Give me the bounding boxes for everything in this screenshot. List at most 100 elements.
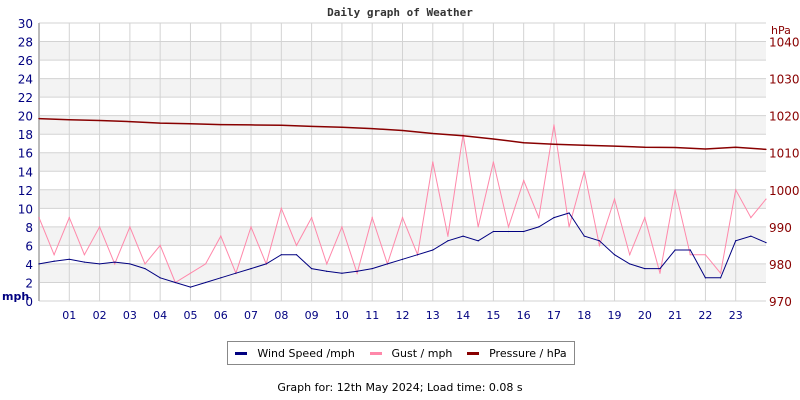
data-point-wind <box>159 277 161 279</box>
data-point-gust <box>462 133 464 135</box>
data-point-wind <box>432 249 434 251</box>
x-tick-label: 14 <box>456 309 470 322</box>
legend-swatch-gust <box>369 351 382 355</box>
data-point-gust <box>674 189 676 191</box>
data-point-gust <box>447 235 449 237</box>
legend-swatch-pressure <box>467 351 480 355</box>
x-tick-label: 04 <box>153 309 167 322</box>
data-point-gust <box>735 189 737 191</box>
data-point-wind <box>341 272 343 274</box>
chart-title: Daily graph of Weather <box>327 6 473 19</box>
data-point-gust <box>629 254 631 256</box>
data-point-wind <box>523 230 525 233</box>
x-tick-label: 13 <box>426 309 440 322</box>
data-point-wind <box>538 226 540 228</box>
x-tick-label: 03 <box>123 309 137 322</box>
y-left-tick-label: 16 <box>18 147 33 161</box>
x-tick-label: 22 <box>698 309 712 322</box>
data-point-wind <box>613 254 616 256</box>
data-point-gust <box>765 198 767 200</box>
x-tick-label: 01 <box>62 309 76 322</box>
data-point-wind <box>174 281 176 284</box>
data-point-gust <box>129 226 131 228</box>
data-point-pressure <box>674 146 676 149</box>
data-point-gust <box>432 161 434 163</box>
x-tick-label: 11 <box>365 309 379 322</box>
data-point-wind <box>235 272 237 274</box>
data-point-gust <box>53 254 55 256</box>
legend-label-gust: Gust / mph <box>391 346 453 360</box>
y-left-tick-label: 28 <box>18 36 33 50</box>
data-point-pressure <box>765 148 767 150</box>
y-left-tick-label: 26 <box>18 54 33 68</box>
footer-status: Graph for: 12th May 2024; Load time: 0.0… <box>277 381 523 394</box>
data-point-wind <box>311 267 313 270</box>
x-tick-label: 19 <box>608 309 622 322</box>
data-point-pressure <box>341 126 343 128</box>
data-point-pressure <box>432 132 434 135</box>
y-left-tick-label: 22 <box>18 91 33 105</box>
x-tick-label: 10 <box>335 309 349 322</box>
y-left-tick-label: 4 <box>25 258 33 272</box>
data-point-wind <box>280 254 282 256</box>
data-point-wind <box>492 230 494 233</box>
data-point-wind <box>765 242 767 244</box>
data-point-wind <box>598 240 600 242</box>
data-point-pressure <box>492 138 494 140</box>
data-point-gust <box>356 272 358 274</box>
data-point-gust <box>568 226 570 228</box>
data-point-wind <box>447 240 449 242</box>
data-point-wind <box>371 267 373 270</box>
data-point-wind <box>401 258 404 260</box>
data-point-wind <box>144 267 146 270</box>
data-point-gust <box>280 207 282 209</box>
x-tick-label: 20 <box>638 309 652 322</box>
data-point-pressure <box>98 119 101 122</box>
data-point-wind <box>265 263 267 265</box>
x-tick-label: 15 <box>486 309 500 322</box>
data-point-gust <box>114 263 116 265</box>
data-point-wind <box>719 277 722 279</box>
x-tick-label: 17 <box>547 309 561 322</box>
data-point-gust <box>523 179 525 182</box>
data-point-gust <box>159 244 161 246</box>
x-tick-label: 06 <box>214 309 228 322</box>
data-point-pressure <box>371 128 373 130</box>
legend: Wind Speed /mph Gust / mph Pressure / hP… <box>227 341 575 365</box>
y-left-tick-label: 24 <box>18 73 33 87</box>
data-point-gust <box>507 226 510 228</box>
data-point-pressure <box>280 124 282 126</box>
data-point-pressure <box>583 144 585 146</box>
data-point-pressure <box>613 145 616 147</box>
data-point-gust <box>704 254 707 256</box>
y-left-tick-label: 12 <box>18 184 33 198</box>
y-right-axis-label: hPa <box>771 24 791 37</box>
y-right-tick-label: 990 <box>769 221 792 235</box>
data-point-wind <box>98 263 101 265</box>
data-point-gust <box>401 217 404 219</box>
y-left-tick-label: 10 <box>18 202 33 216</box>
x-tick-label: 23 <box>729 309 743 322</box>
data-point-wind <box>629 263 631 265</box>
legend-label-pressure: Pressure / hPa <box>489 346 567 360</box>
y-right-tick-label: 1040 <box>769 36 800 50</box>
data-point-pressure <box>704 148 707 150</box>
data-point-pressure <box>523 142 525 144</box>
data-point-gust <box>553 124 555 126</box>
data-point-wind <box>295 254 298 256</box>
data-point-gust <box>719 272 722 274</box>
y-left-tick-label: 20 <box>18 110 33 124</box>
legend-swatch-wind <box>235 351 248 355</box>
data-point-gust <box>492 161 494 163</box>
data-point-gust <box>613 198 616 200</box>
data-point-wind <box>750 235 752 237</box>
data-point-pressure <box>735 146 737 148</box>
data-point-pressure <box>68 119 70 121</box>
data-point-wind <box>568 212 570 214</box>
data-point-gust <box>250 226 252 228</box>
data-point-pressure <box>129 120 131 123</box>
data-point-pressure <box>38 118 40 120</box>
data-point-gust <box>689 254 691 256</box>
data-point-wind <box>704 277 707 279</box>
